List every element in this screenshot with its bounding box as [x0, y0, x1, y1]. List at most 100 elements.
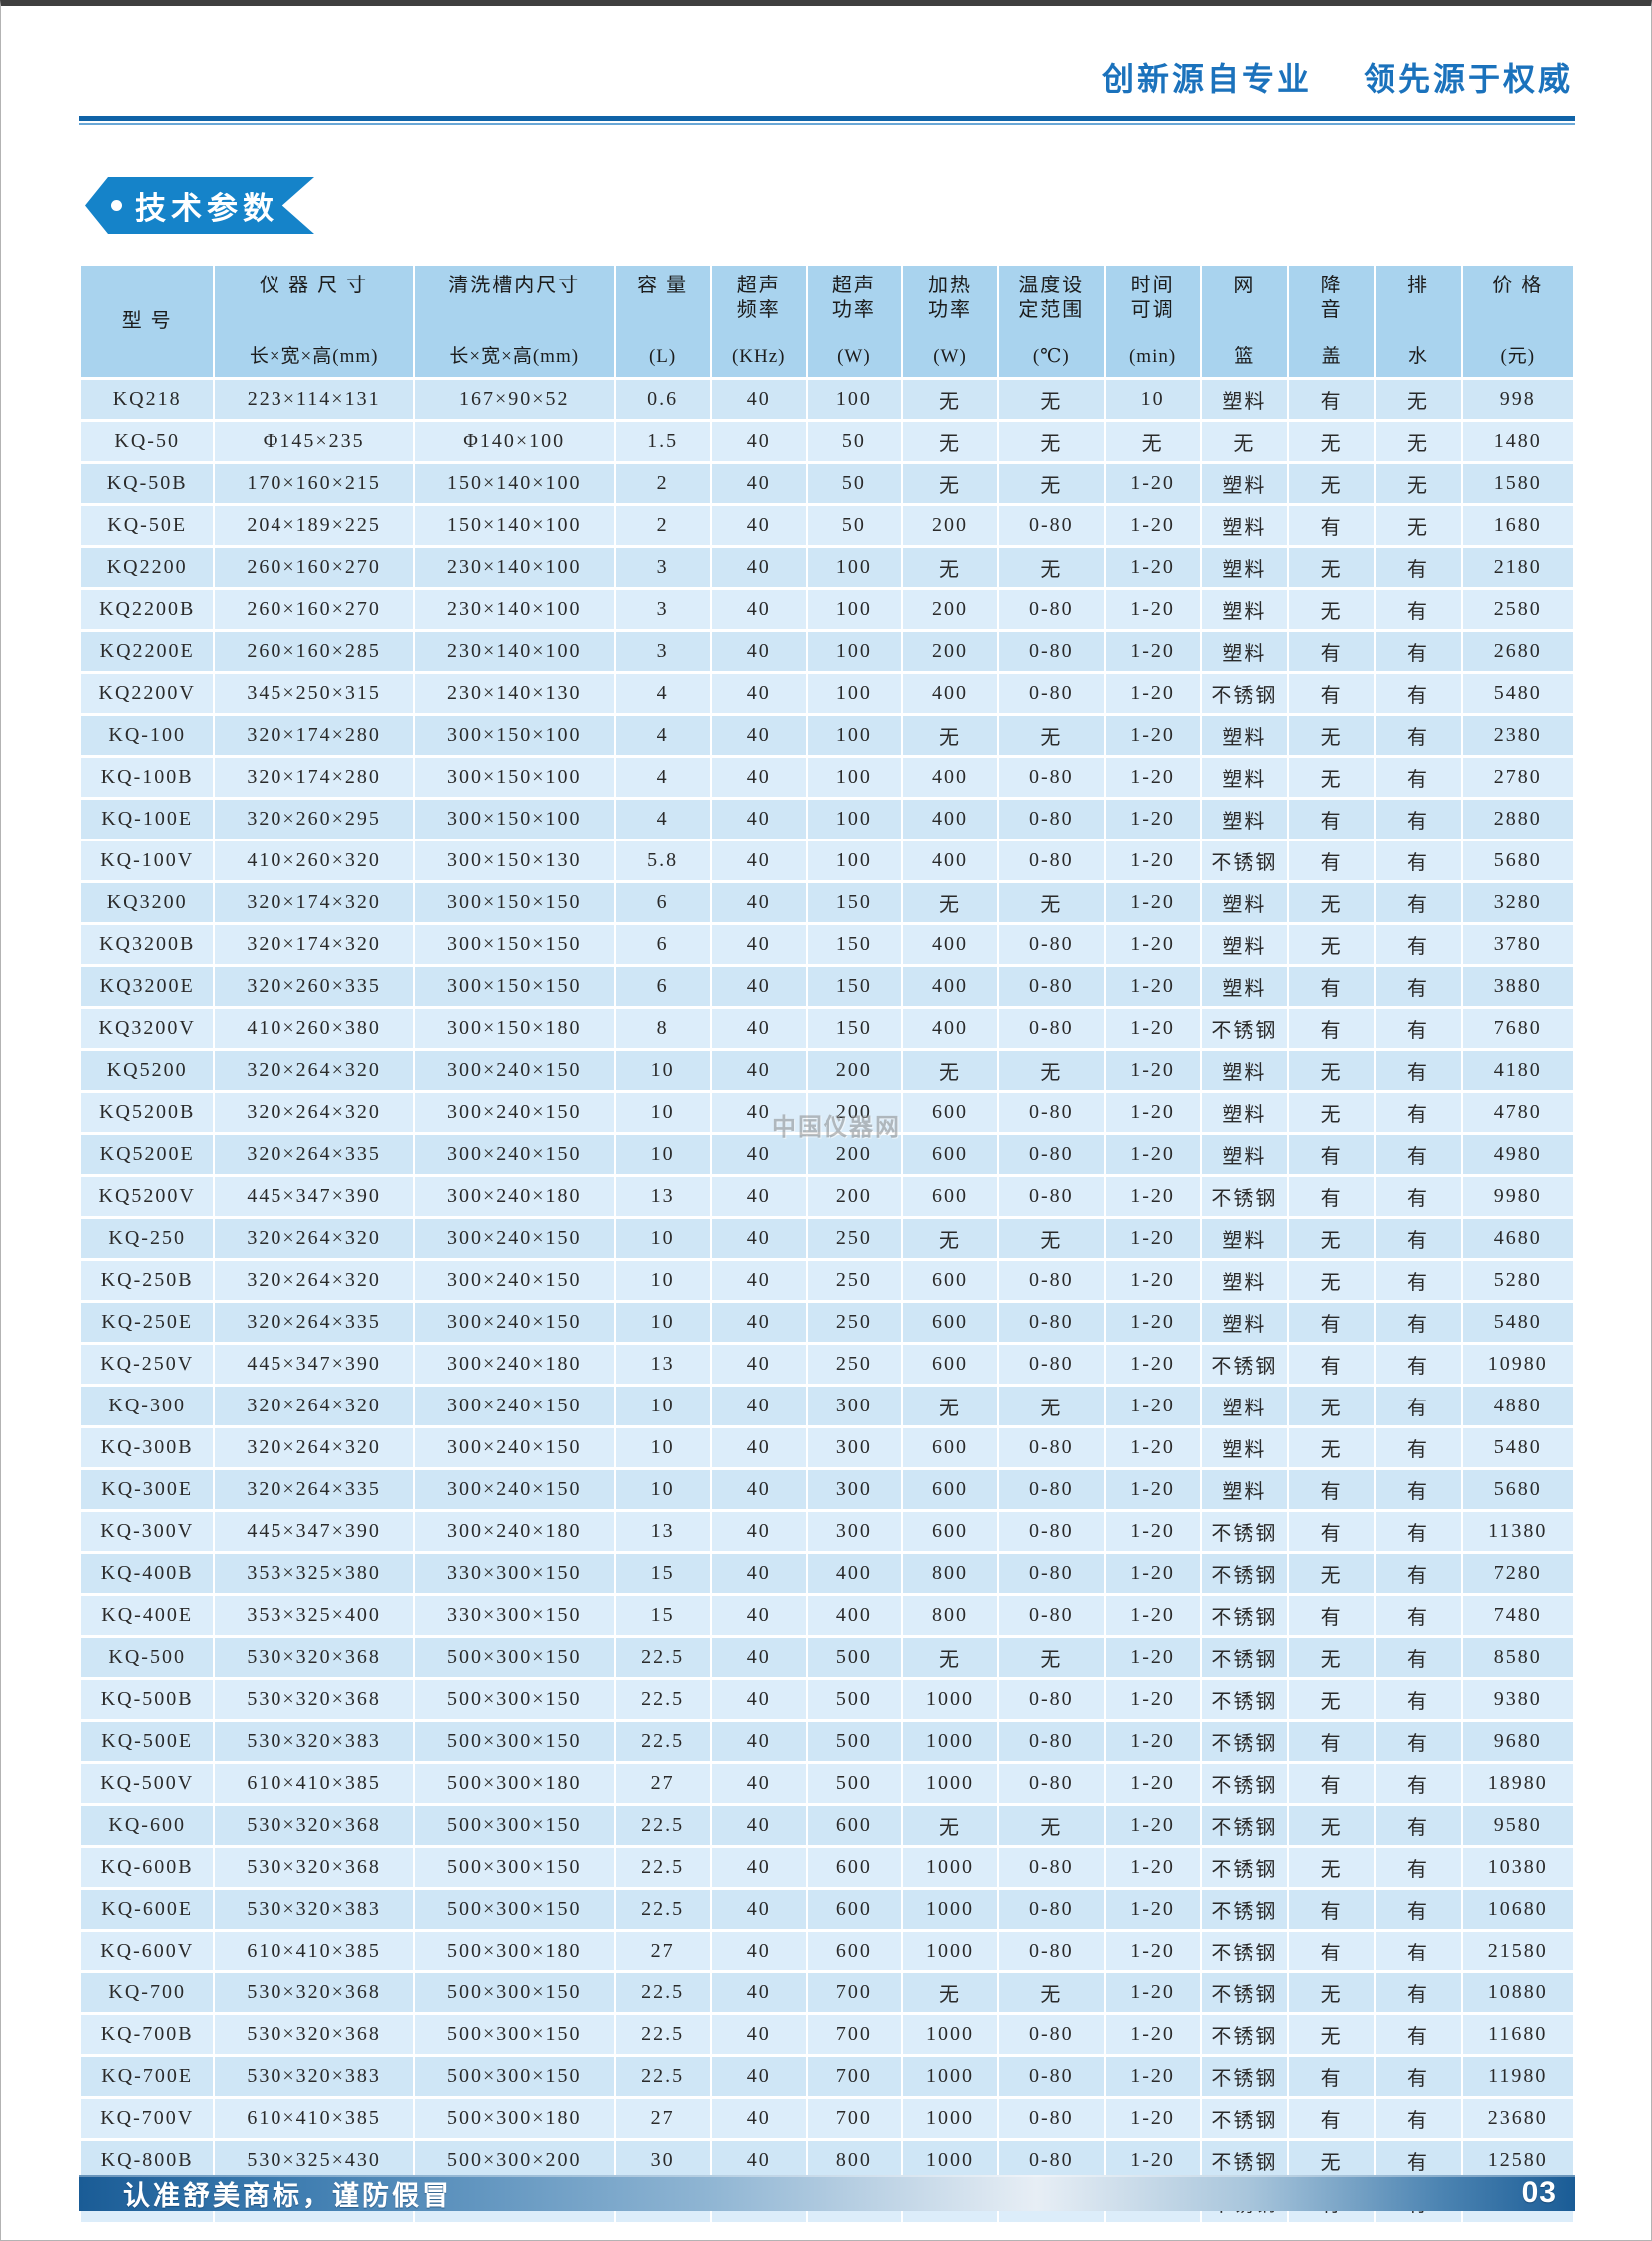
table-row: KQ5200 320×264×320 300×240×150 10 40 200 无无 1-2…	[81, 1051, 1573, 1090]
section-banner: 技术参数	[85, 177, 314, 234]
value-cell: 40	[711, 1806, 806, 1845]
value-cell: 3	[615, 548, 710, 587]
value-cell: 不锈钢	[1201, 1512, 1287, 1551]
value-cell: 10	[615, 1051, 710, 1090]
value-cell: 320×174×320	[215, 925, 413, 964]
value-cell: 有	[1288, 1512, 1375, 1551]
value-cell: 40	[711, 1135, 806, 1174]
value-cell: 150	[807, 967, 901, 1006]
value-cell: 1-20	[1105, 590, 1200, 629]
value-cell: 700	[807, 1973, 901, 2012]
value-cell: 无	[999, 1638, 1104, 1677]
table-row: KQ3200B 320×174×320 300×150×150 6 40 150 400 0-…	[81, 925, 1573, 964]
value-cell: 600	[902, 1428, 998, 1467]
value-cell: 320×260×335	[215, 967, 413, 1006]
model-cell: KQ3200V	[81, 1009, 214, 1048]
value-cell: 不锈钢	[1201, 2099, 1287, 2138]
value-cell: 1-20	[1105, 1554, 1200, 1593]
value-cell: 1-20	[1105, 1219, 1200, 1258]
value-cell: 300	[807, 1428, 901, 1467]
model-cell: KQ-50E	[81, 506, 214, 545]
value-cell: 无	[902, 883, 998, 922]
value-cell: 0.6	[615, 380, 710, 419]
value-cell: 0-80	[999, 1722, 1104, 1761]
value-cell: 40	[711, 1638, 806, 1677]
value-cell: 400	[902, 758, 998, 797]
value-cell: 320×174×320	[215, 883, 413, 922]
value-cell: 无	[1288, 590, 1375, 629]
value-cell: 有	[1376, 925, 1461, 964]
value-cell: 无	[1288, 1387, 1375, 1425]
section-title: 技术参数	[135, 191, 278, 226]
model-cell: KQ-500B	[81, 1680, 214, 1719]
value-cell: 无	[1105, 422, 1200, 461]
value-cell: 有	[1376, 1932, 1461, 1970]
value-cell: 260×160×270	[215, 590, 413, 629]
value-cell: 150	[807, 883, 901, 922]
value-cell: 1-20	[1105, 1596, 1200, 1635]
value-cell: 无	[902, 1638, 998, 1677]
value-cell: 塑料	[1201, 925, 1287, 964]
value-cell: 40	[711, 1345, 806, 1384]
value-cell: 塑料	[1201, 548, 1287, 587]
value-cell: 150×140×100	[414, 506, 614, 545]
value-cell: 1-20	[1105, 1093, 1200, 1132]
value-cell: 0-80	[999, 674, 1104, 713]
value-cell: 2	[615, 506, 710, 545]
value-cell: 320×264×335	[215, 1135, 413, 1174]
value-cell: 塑料	[1201, 1093, 1287, 1132]
value-cell: 4	[615, 716, 710, 755]
value-cell: 300×150×100	[414, 758, 614, 797]
value-cell: 有	[1376, 1177, 1461, 1216]
value-cell: 300×240×180	[414, 1512, 614, 1551]
value-cell: 150	[807, 1009, 901, 1048]
value-cell: 300×240×150	[414, 1428, 614, 1467]
value-cell: 320×264×320	[215, 1428, 413, 1467]
value-cell: 无	[902, 716, 998, 755]
value-cell: 不锈钢	[1201, 1932, 1287, 1970]
value-cell: 500	[807, 1764, 901, 1803]
value-cell: 4	[615, 758, 710, 797]
value-cell: 400	[902, 841, 998, 880]
column-header-0: 型 号	[81, 266, 214, 377]
value-cell: 1000	[902, 2141, 998, 2180]
value-cell: 500×300×150	[414, 1806, 614, 1845]
value-cell: 3	[615, 590, 710, 629]
value-cell: 100	[807, 548, 901, 587]
value-cell: 4880	[1462, 1387, 1573, 1425]
value-cell: 353×325×380	[215, 1554, 413, 1593]
value-cell: 320×174×280	[215, 758, 413, 797]
value-cell: 1-20	[1105, 1512, 1200, 1551]
column-header-4: 超声 频率 (KHz)	[711, 266, 806, 377]
table-row: KQ-100B 320×174×280 300×150×100 4 40 100 400 0-…	[81, 758, 1573, 797]
value-cell: 7480	[1462, 1596, 1573, 1635]
column-label: 仪 器 尺 寸	[260, 275, 369, 296]
value-cell: 40	[711, 1512, 806, 1551]
value-cell: 不锈钢	[1201, 674, 1287, 713]
model-cell: KQ-800B	[81, 2141, 214, 2180]
table-row: KQ-400B 353×325×380 330×300×150 15 40 400 800 0…	[81, 1554, 1573, 1593]
value-cell: 1-20	[1105, 1932, 1200, 1970]
value-cell: 22.5	[615, 1806, 710, 1845]
value-cell: 1000	[902, 2015, 998, 2054]
footer-note: 认准舒美商标，谨防假冒	[123, 2180, 452, 2211]
value-cell: 10	[1105, 380, 1200, 419]
value-cell: 0-80	[999, 1470, 1104, 1509]
value-cell: 塑料	[1201, 716, 1287, 755]
value-cell: 500×300×150	[414, 1680, 614, 1719]
spec-table-container: 型 号仪 器 尺 寸长×宽×高(mm) 清洗槽内尺寸 长×宽×高(mm) 容 量 (L)…	[79, 263, 1575, 2225]
value-cell: 40	[711, 1009, 806, 1048]
value-cell: 有	[1376, 1470, 1461, 1509]
value-cell: 不锈钢	[1201, 1680, 1287, 1719]
value-cell: 200	[902, 632, 998, 671]
value-cell: 40	[711, 925, 806, 964]
value-cell: 500×300×180	[414, 1932, 614, 1970]
value-cell: 40	[711, 1470, 806, 1509]
value-cell: 有	[1376, 1261, 1461, 1300]
header-divider-thin-line	[79, 123, 1575, 125]
value-cell: 1000	[902, 1680, 998, 1719]
table-row: KQ-250B 320×264×320 300×240×150 10 40 250 600 0…	[81, 1261, 1573, 1300]
value-cell: 有	[1376, 1009, 1461, 1048]
value-cell: 320×260×295	[215, 800, 413, 839]
value-cell: 300	[807, 1512, 901, 1551]
